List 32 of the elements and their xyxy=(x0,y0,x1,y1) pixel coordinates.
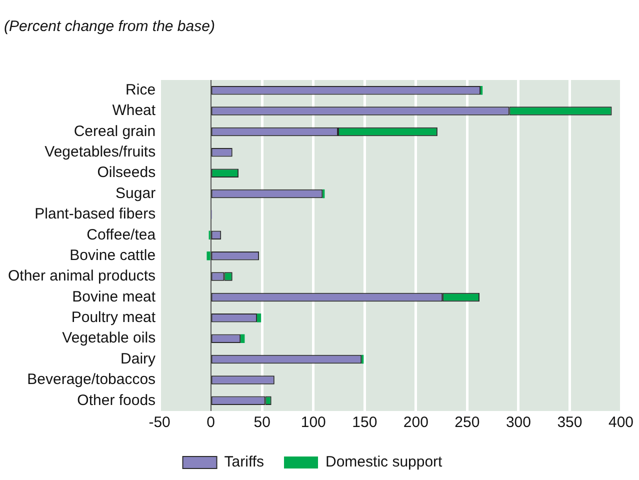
y-tick-label: Wheat xyxy=(112,102,156,120)
x-tick-label: 100 xyxy=(300,414,326,432)
y-tick-label: Oilseeds xyxy=(97,164,156,182)
y-tick-label: Coffee/tea xyxy=(86,226,156,244)
x-tick-label: 50 xyxy=(254,414,270,432)
legend-label: Tariffs xyxy=(224,454,264,471)
y-tick-label: Other foods xyxy=(77,392,156,409)
y-tick-label: Other animal products xyxy=(8,268,156,285)
y-tick-label: Bovine meat xyxy=(72,288,156,306)
bar xyxy=(240,334,245,343)
x-tick-label: -50 xyxy=(148,414,170,432)
y-tick-label: Vegetable oils xyxy=(62,330,156,347)
y-tick-label: Beverage/tobaccos xyxy=(27,371,156,388)
y-tick-label: Sugar xyxy=(116,184,156,202)
y-tick-label: Cereal grain xyxy=(74,122,156,140)
bar xyxy=(206,251,210,260)
y-tick-label: Plant-based fibers xyxy=(34,206,156,223)
x-tick-label: 300 xyxy=(506,414,531,432)
y-tick-label: Dairy xyxy=(120,350,156,368)
y-tick-label: Rice xyxy=(126,81,156,98)
chart-subtitle: (Percent change from the base) xyxy=(4,18,215,36)
bar xyxy=(256,314,262,322)
y-tick-label: Poultry meat xyxy=(71,309,156,326)
y-tick-label: Vegetables/fruits xyxy=(44,144,156,161)
x-tick-label: 400 xyxy=(608,414,634,432)
x-tick-label: 0 xyxy=(206,414,216,432)
legend-label: Domestic support xyxy=(326,454,444,471)
y-tick-label: Bovine cattle xyxy=(70,246,156,264)
x-tick-label: 150 xyxy=(352,414,378,432)
x-tick-label: 250 xyxy=(454,414,480,432)
x-tick-label: 200 xyxy=(403,414,428,432)
x-tick-label: 350 xyxy=(557,414,582,432)
